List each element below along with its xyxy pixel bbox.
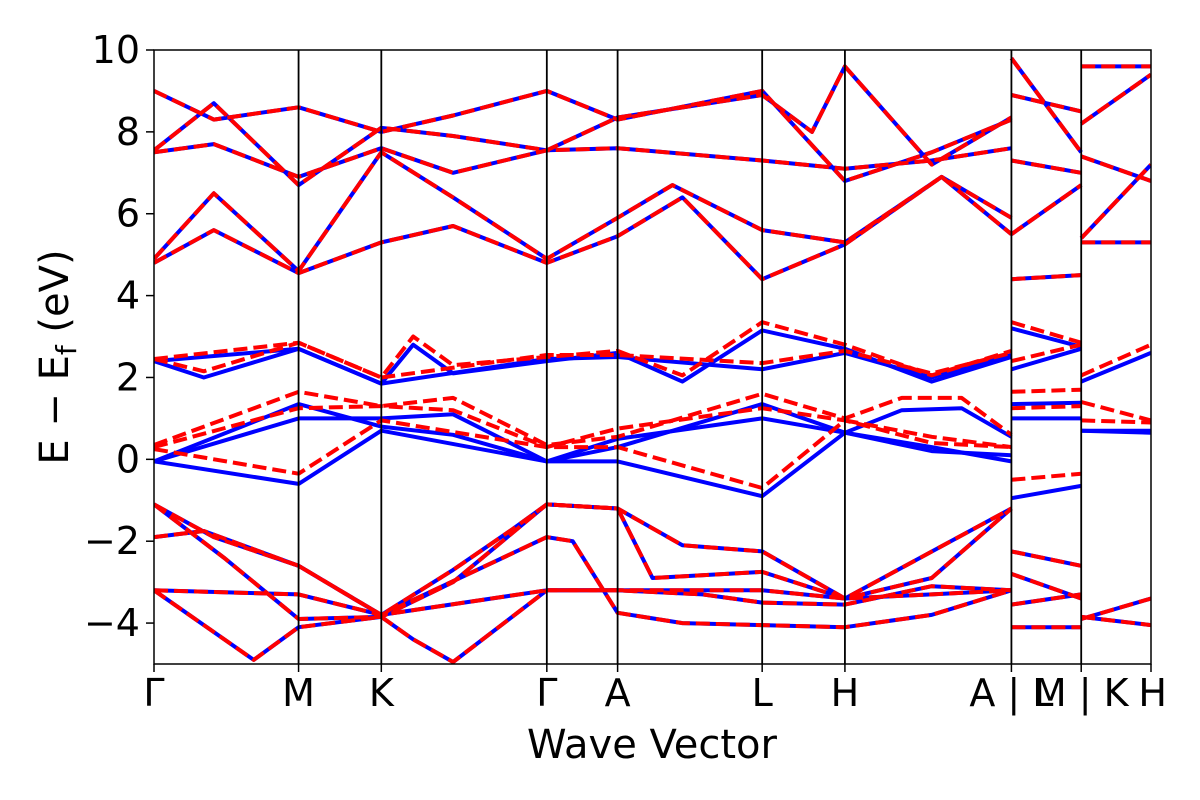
x-tick-label-3: Γ xyxy=(536,671,557,715)
y-tick-label-0: −4 xyxy=(84,601,140,645)
band-line-series_b-8-2 xyxy=(1080,342,1151,378)
band-line-series_b-6-1 xyxy=(1011,404,1082,411)
band-line-series_b-2-1 xyxy=(1011,592,1082,607)
band-line-series_b-7-1 xyxy=(1011,387,1082,394)
y-tick-label-2: 0 xyxy=(116,437,140,481)
y-axis-title: E − Ef (eV) xyxy=(32,249,83,464)
band-line-series_b-9-1 xyxy=(1010,342,1082,364)
y-axis-title-unit: (eV) xyxy=(32,249,78,345)
band-line-series_b-12-2 xyxy=(1079,163,1151,240)
band-line-series_a-6-0 xyxy=(154,412,1012,464)
x-axis-title: Wave Vector xyxy=(527,722,778,768)
y-tick-label-3: 2 xyxy=(116,355,140,399)
band-line-series_b-1-1 xyxy=(1010,572,1082,601)
band-line-series_b-10-0 xyxy=(154,174,1013,282)
y-axis-title-main: E − E xyxy=(32,355,78,465)
y-tick-label-5: 6 xyxy=(116,192,140,236)
band-line-series_b-2-0 xyxy=(154,529,1012,630)
band-line-series_a-5-1 xyxy=(1011,483,1082,501)
x-tick-label-1: M xyxy=(282,671,315,715)
y-tick-label-7: 10 xyxy=(92,28,140,72)
y-axis-title-subscript: f xyxy=(50,344,83,355)
band-line-series_a-9-0 xyxy=(154,346,1012,386)
band-line-series_b-2-2 xyxy=(1080,614,1151,628)
x-tick-label-4: A xyxy=(605,671,631,715)
band-line-series_b-8-1 xyxy=(1010,320,1082,345)
band-line-series_b-11-1 xyxy=(1010,183,1083,236)
band-line-series_b-9-0 xyxy=(154,340,1012,380)
y-axis: −4 −2 0 2 4 6 8 10 xyxy=(84,28,154,645)
x-tick-label-0: Γ xyxy=(143,671,164,715)
band-line-series_b-6-2 xyxy=(1080,400,1151,423)
band-line-series_a-7-1 xyxy=(1011,400,1082,407)
band-line-series_b-13-2 xyxy=(1080,72,1151,126)
band-line-series_b-0-1 xyxy=(1010,549,1082,568)
band-line-series_b-13-1 xyxy=(1010,93,1082,114)
plot-frame xyxy=(153,49,1152,665)
band-line-series_b-5-1 xyxy=(1011,471,1082,482)
high-symmetry-lines xyxy=(297,50,1083,664)
band-line-series_b-5-2 xyxy=(1081,418,1151,425)
band-line-series_b-10-1 xyxy=(1011,273,1082,282)
x-tick-label-2: K xyxy=(369,671,395,715)
band-line-series_b-4-0 xyxy=(154,584,1012,664)
x-tick-label-9: H xyxy=(1138,671,1167,715)
x-tick-label-5: L xyxy=(752,671,773,715)
band-line-series_b-3-0 xyxy=(154,588,1012,617)
band-line-series_b-0-2 xyxy=(1080,596,1151,621)
band-line-series_a-14-1 xyxy=(1009,57,1083,154)
band-line-series_b-13-0 xyxy=(154,64,1013,188)
y-tick-label-1: −2 xyxy=(84,519,140,563)
band-line-series_b-6-0 xyxy=(154,404,1012,450)
y-tick-label-6: 8 xyxy=(116,110,140,154)
x-tick-label-7: A | L xyxy=(969,671,1053,716)
band-line-series_a-8-2 xyxy=(1080,351,1151,384)
band-line-series_b-12-1 xyxy=(1011,158,1082,175)
band-line-series_b-11-0 xyxy=(154,150,1013,273)
series-layer xyxy=(154,57,1151,664)
x-tick-label-6: H xyxy=(831,671,860,715)
band-line-series_a-8-1 xyxy=(1010,326,1082,349)
band-line-series_a-9-1 xyxy=(1010,346,1082,372)
y-tick-label-4: 4 xyxy=(116,274,140,318)
x-tick-label-8: M | K xyxy=(1034,671,1130,716)
